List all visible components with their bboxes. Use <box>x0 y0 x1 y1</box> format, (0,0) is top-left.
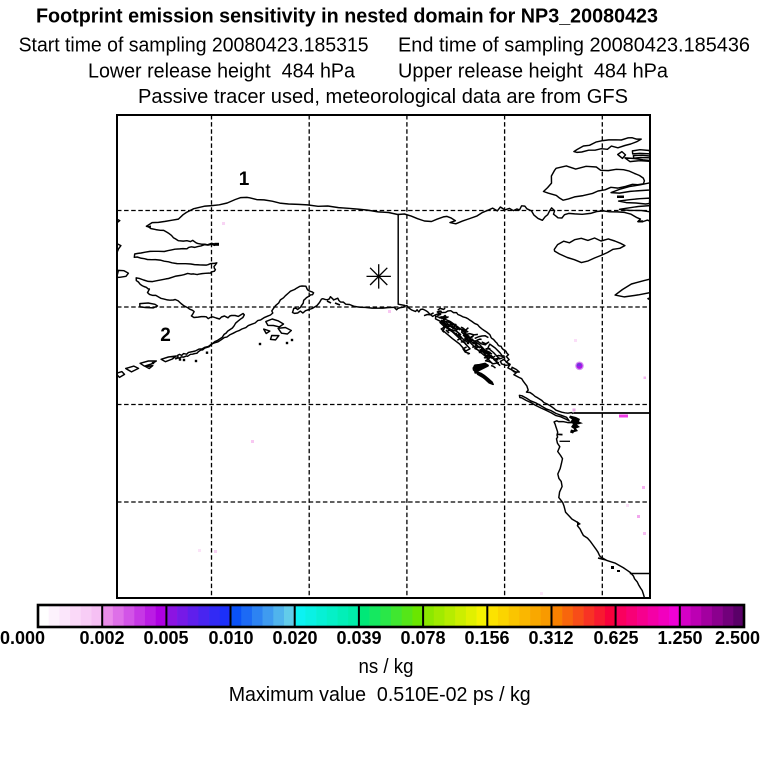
svg-text:0.000: 0.000 <box>0 628 45 648</box>
svg-text:0.312: 0.312 <box>528 628 573 648</box>
svg-text:0.156: 0.156 <box>464 628 509 648</box>
svg-text:Upper release height 484 hPa: Upper release height 484 hPa <box>398 61 669 83</box>
svg-text:0.005: 0.005 <box>143 628 188 648</box>
svg-text:1: 1 <box>239 169 250 190</box>
svg-text:Start time of sampling 2008042: Start time of sampling 20080423.185315 <box>19 35 369 57</box>
svg-text:0.002: 0.002 <box>79 628 124 648</box>
svg-text:Passive tracer used, meteorolo: Passive tracer used, meteorological data… <box>138 86 628 108</box>
svg-text:Maximum value 0.510E-02 ps /: Maximum value 0.510E-02 ps / kg <box>229 684 531 706</box>
svg-text:ns / kg: ns / kg <box>359 656 414 678</box>
svg-text:0.010: 0.010 <box>208 628 253 648</box>
svg-text:0.039: 0.039 <box>336 628 381 648</box>
svg-text:2: 2 <box>160 325 171 346</box>
svg-text:0.078: 0.078 <box>400 628 445 648</box>
svg-text:1.250: 1.250 <box>657 628 702 648</box>
svg-text:2.500: 2.500 <box>715 628 760 648</box>
svg-text:Lower release height 484 hPa: Lower release height 484 hPa <box>88 61 356 83</box>
svg-text:End time of sampling 20080423.: End time of sampling 20080423.185436 <box>398 35 750 57</box>
svg-text:0.625: 0.625 <box>593 628 638 648</box>
svg-text:Footprint emission sensitivity: Footprint emission sensitivity in nested… <box>36 6 658 28</box>
svg-text:0.020: 0.020 <box>272 628 317 648</box>
